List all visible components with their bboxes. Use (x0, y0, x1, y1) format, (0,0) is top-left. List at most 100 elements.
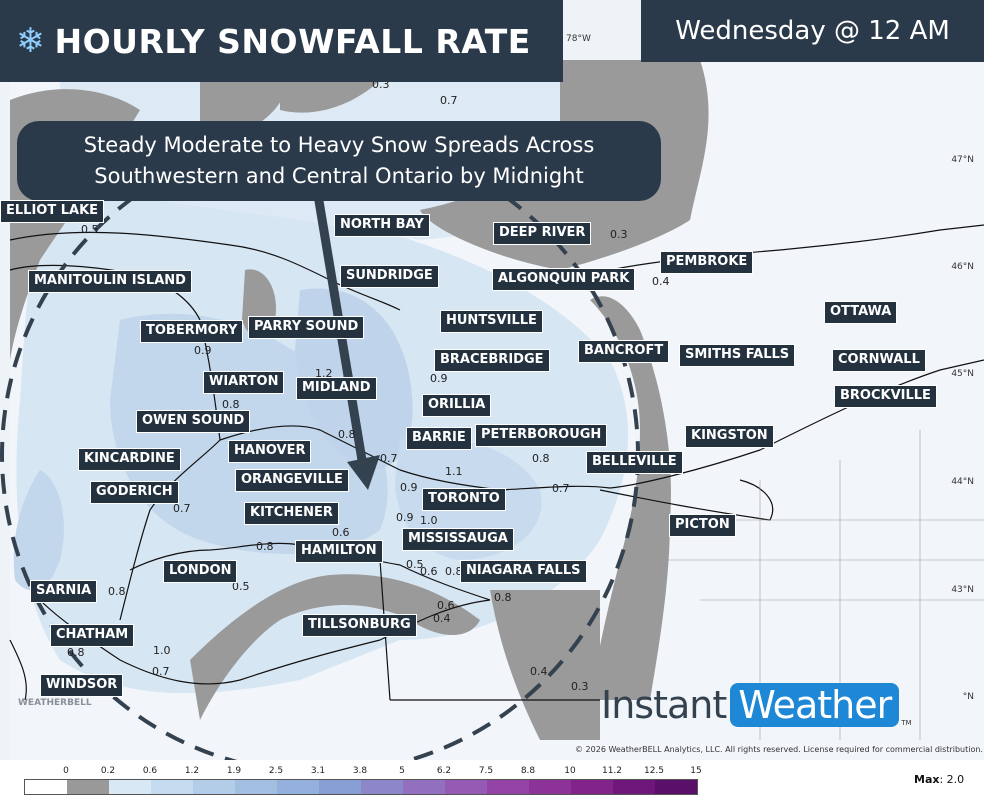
legend-tick-label: 7.5 (478, 766, 494, 776)
map-title: HOURLY SNOWFALL RATE (54, 21, 531, 61)
forecast-time: Wednesday @ 12 AM (675, 16, 950, 46)
subtitle-box: Steady Moderate to Heavy Snow Spreads Ac… (17, 121, 661, 201)
city-label-toronto: TORONTO (422, 488, 506, 511)
lat-label-42: °N (962, 692, 974, 702)
legend-swatch (613, 780, 655, 794)
value-label: 1.2 (315, 367, 333, 380)
legend-swatch (445, 780, 487, 794)
city-label-bancroft: BANCROFT (578, 340, 670, 363)
legend-tick-label: 3.1 (310, 766, 326, 776)
max-label: Max (914, 773, 940, 786)
city-label-mississauga: MISSISSAUGA (402, 528, 514, 551)
value-label: 0.4 (652, 275, 670, 288)
legend-tick-label: 0 (63, 766, 69, 776)
city-label-niagara-falls: NIAGARA FALLS (460, 560, 587, 583)
city-label-chatham: CHATHAM (50, 624, 135, 647)
value-label: 0.8 (494, 591, 512, 604)
city-label-orangeville: ORANGEVILLE (235, 469, 349, 492)
city-label-goderich: GODERICH (90, 481, 179, 504)
value-label: 0.5 (81, 223, 99, 236)
city-label-sundridge: SUNDRIDGE (340, 265, 439, 288)
city-label-manitoulin-island: MANITOULIN ISLAND (28, 270, 192, 293)
trace-band-north-2 (280, 80, 380, 113)
pointer-arrow-head (347, 455, 380, 490)
city-label-windsor: WINDSOR (40, 674, 124, 697)
city-label-midland: MIDLAND (296, 377, 377, 400)
city-label-london: LONDON (163, 560, 238, 583)
lat-label-43: 43°N (951, 585, 974, 595)
legend-swatch (571, 780, 613, 794)
trace-band-east (590, 296, 671, 700)
time-banner: Wednesday @ 12 AM (641, 0, 984, 62)
legend-tick-label: 6.2 (436, 766, 452, 776)
value-label: 0.8 (222, 398, 240, 411)
city-label-tillsonburg: TILLSONBURG (302, 614, 417, 637)
legend-swatch (67, 780, 109, 794)
brand-weather: Weather (730, 683, 900, 727)
subtitle-line-2: Southwestern and Central Ontario by Midn… (94, 164, 584, 188)
lat-label-47: 47°N (951, 155, 974, 165)
value-label: 0.7 (552, 482, 570, 495)
city-label-peterborough: PETERBOROUGH (475, 424, 608, 447)
city-label-kingston: KINGSTON (685, 425, 774, 448)
snow-lake-huron-south (13, 470, 64, 591)
value-label: 1.0 (420, 514, 438, 527)
city-label-hamilton: HAMILTON (295, 540, 383, 563)
legend-swatch (151, 780, 193, 794)
lat-label-46: 46°N (951, 262, 974, 272)
value-label: 0.5 (232, 580, 250, 593)
city-label-tobermory: TOBERMORY (140, 320, 244, 343)
value-label: 0.6 (437, 599, 455, 612)
lat-label-44: 44°N (951, 477, 974, 487)
snowfall-map (0, 0, 984, 760)
value-label: 0.9 (194, 344, 212, 357)
value-label: 0.9 (430, 372, 448, 385)
city-label-belleville: BELLEVILLE (586, 451, 683, 474)
legend-swatch (109, 780, 151, 794)
value-label: 0.6 (332, 526, 350, 539)
value-label: 0.8 (67, 646, 85, 659)
title-banner: ❄ HOURLY SNOWFALL RATE (0, 0, 563, 82)
weatherbell-logo: WEATHERBELL (18, 698, 92, 708)
city-label-deep-river: DEEP RIVER (493, 222, 592, 245)
legend-tick-label: 10 (564, 766, 576, 776)
lon-label: 78°W (566, 34, 591, 44)
legend-tick-label: 2.5 (268, 766, 284, 776)
legend-swatch (529, 780, 571, 794)
value-label: 0.7 (152, 665, 170, 678)
value-label: 0.7 (440, 94, 458, 107)
value-label: 0.8 (445, 565, 463, 578)
legend-tick-label: 0.2 (100, 766, 116, 776)
legend-tick-label: 0.6 (142, 766, 158, 776)
color-legend (24, 779, 698, 795)
value-label: 0.8 (108, 585, 126, 598)
city-label-wiarton: WIARTON (203, 371, 285, 394)
city-label-smiths-falls: SMITHS FALLS (679, 344, 796, 367)
city-label-parry-sound: PARRY SOUND (248, 316, 365, 339)
value-label: 1.1 (445, 465, 463, 478)
legend-tick-label: 8.8 (520, 766, 536, 776)
legend-swatch (277, 780, 319, 794)
city-label-picton: PICTON (669, 514, 736, 537)
brand-instant: Instant (601, 683, 727, 727)
value-label: 0.7 (173, 502, 191, 515)
value-label: 0.3 (610, 228, 628, 241)
city-label-cornwall: CORNWALL (832, 349, 926, 372)
legend-swatch (403, 780, 445, 794)
legend-swatch (193, 780, 235, 794)
city-label-barrie: BARRIE (406, 427, 472, 450)
legend-tick-label: 3.8 (352, 766, 368, 776)
lat-label-45: 45°N (951, 369, 974, 379)
city-label-sarnia: SARNIA (30, 580, 98, 603)
city-label-pembroke: PEMBROKE (660, 251, 754, 274)
legend-tick-label: 1.2 (184, 766, 200, 776)
legend-swatch (487, 780, 529, 794)
city-label-algonquin-park: ALGONQUIN PARK (492, 268, 636, 291)
city-label-elliot-lake: ELLIOT LAKE (0, 200, 105, 223)
legend-tick-label: 11.2 (601, 766, 623, 776)
max-value: 2.0 (946, 773, 965, 786)
city-label-orillia: ORILLIA (422, 394, 492, 417)
copyright-notice: © 2026 WeatherBELL Analytics, LLC. All r… (575, 745, 983, 754)
snowflake-icon: ❄ (16, 21, 45, 61)
max-value-label: Max: 2.0 (914, 773, 965, 786)
